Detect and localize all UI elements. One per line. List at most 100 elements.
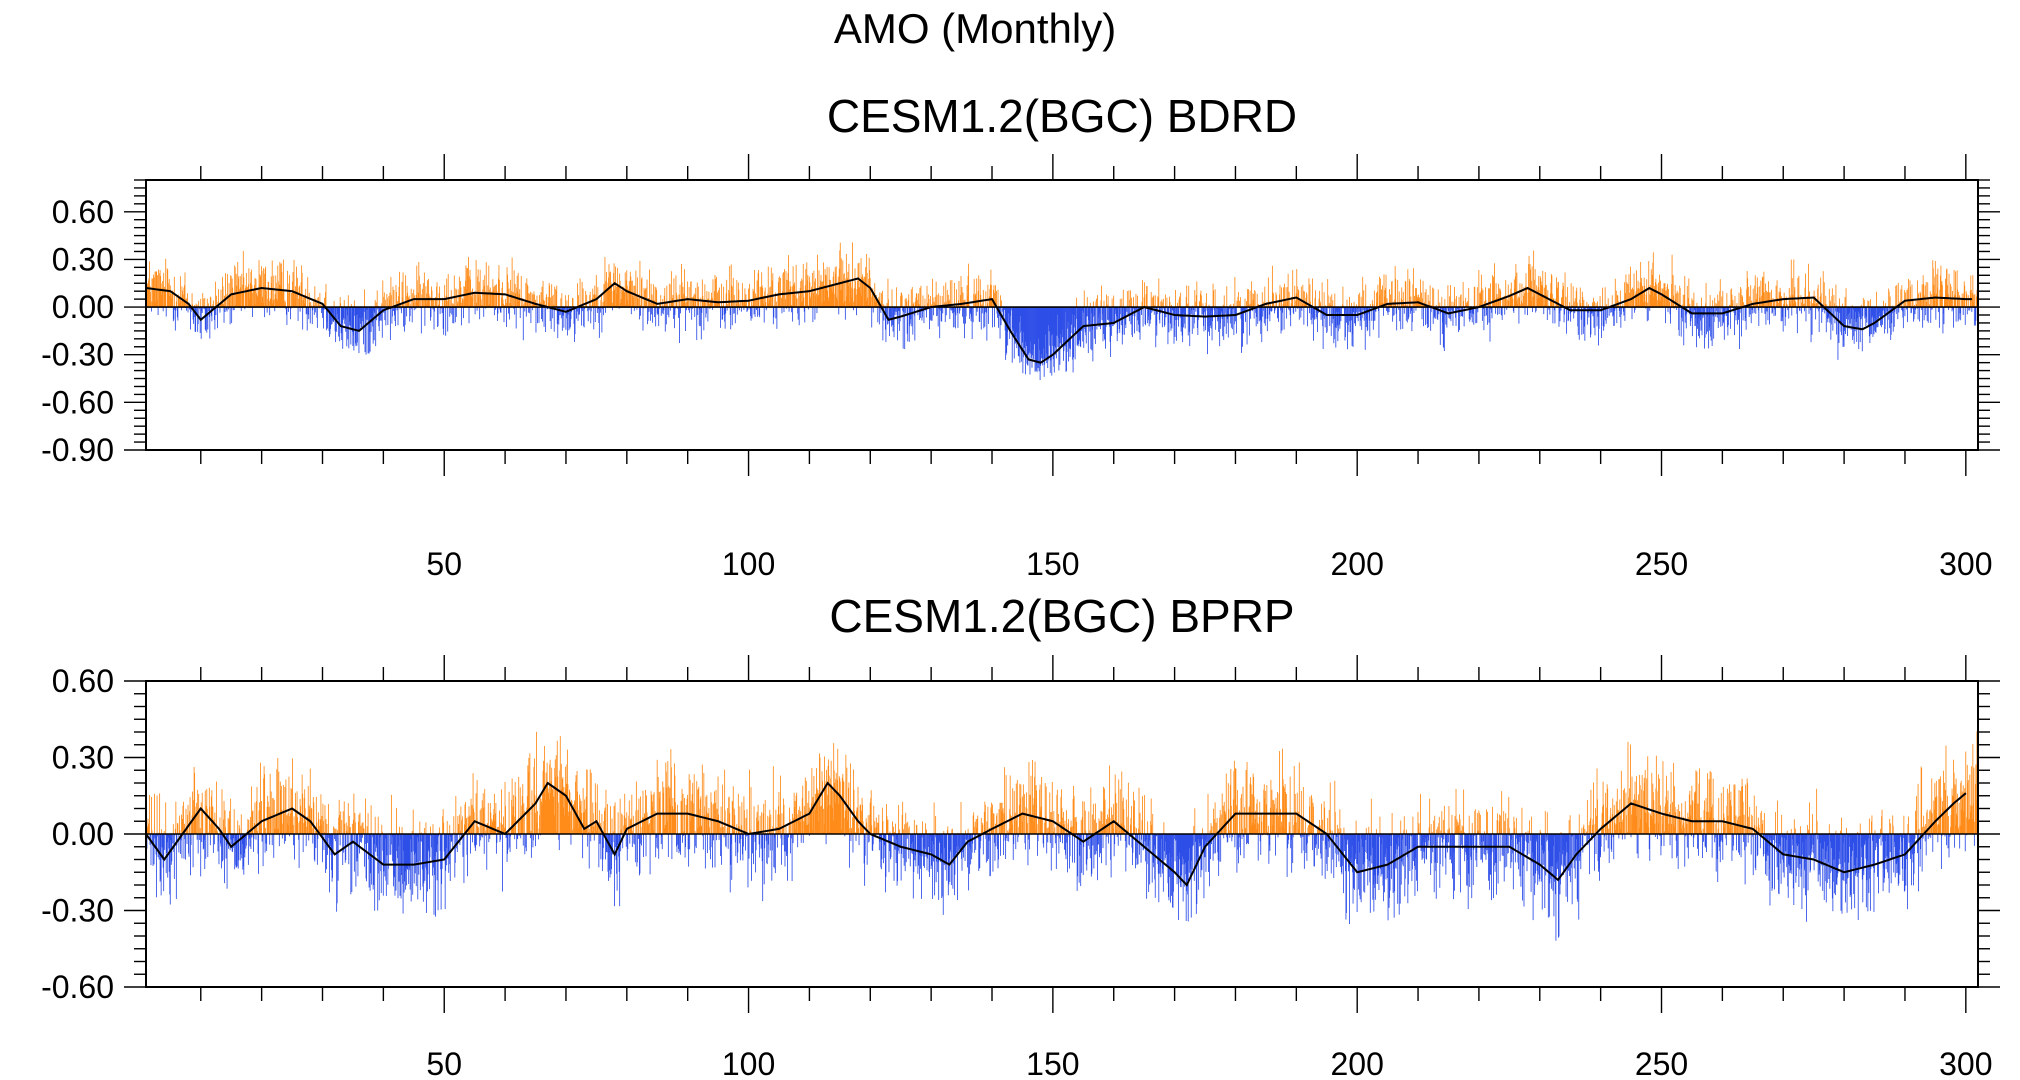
negative-bar	[721, 307, 723, 320]
negative-bar	[699, 307, 701, 310]
negative-bar	[757, 307, 759, 317]
negative-bar	[385, 307, 387, 326]
positive-bar	[613, 805, 615, 834]
negative-bar	[1832, 307, 1834, 331]
negative-bar	[1445, 307, 1447, 325]
positive-bar	[989, 284, 991, 308]
positive-bar	[1954, 296, 1956, 308]
negative-bar	[1278, 307, 1279, 322]
negative-bar	[528, 307, 530, 314]
negative-bar	[1720, 307, 1722, 327]
negative-bar	[1434, 307, 1436, 317]
negative-bar	[1878, 307, 1879, 319]
positive-bar	[635, 270, 637, 308]
positive-bar	[1770, 299, 1772, 308]
positive-bar	[754, 270, 755, 308]
negative-bar	[337, 307, 339, 320]
positive-bar	[1924, 295, 1926, 308]
negative-bar	[1212, 307, 1213, 322]
positive-bar	[396, 291, 397, 308]
negative-bar	[204, 307, 206, 330]
negative-bar	[1895, 307, 1897, 314]
positive-bar	[239, 292, 241, 308]
negative-bar	[721, 834, 723, 865]
negative-bar	[574, 307, 575, 342]
positive-bar	[861, 276, 863, 308]
positive-bar	[1767, 291, 1768, 308]
negative-bar	[172, 307, 174, 322]
positive-bar	[1000, 295, 1001, 308]
negative-bar	[1025, 307, 1027, 346]
negative-bar	[413, 834, 415, 852]
negative-bar	[269, 834, 271, 845]
negative-bar	[1372, 307, 1374, 330]
negative-bar	[766, 834, 768, 865]
positive-bar	[1867, 300, 1869, 308]
negative-bar	[387, 307, 389, 325]
positive-bar	[285, 831, 287, 834]
positive-bar	[627, 289, 629, 308]
negative-bar	[742, 834, 744, 861]
negative-bar	[1163, 307, 1165, 310]
positive-bar	[1213, 290, 1215, 308]
negative-bar	[803, 307, 805, 312]
positive-bar	[476, 780, 478, 834]
positive-bar	[825, 275, 827, 308]
negative-bar	[409, 307, 411, 322]
positive-bar	[699, 809, 701, 834]
negative-bar	[706, 834, 708, 854]
negative-bar	[962, 307, 963, 317]
positive-bar	[1454, 298, 1456, 308]
negative-bar	[326, 307, 327, 331]
positive-bar	[259, 274, 261, 308]
negative-bar	[422, 834, 424, 887]
positive-bar	[353, 300, 355, 308]
negative-bar	[376, 834, 378, 848]
negative-bar	[1051, 307, 1053, 376]
positive-bar	[169, 296, 171, 308]
positive-bar	[206, 808, 208, 834]
positive-bar	[1306, 294, 1308, 308]
positive-bar	[619, 273, 621, 308]
negative-bar	[1368, 307, 1370, 321]
negative-bar	[332, 307, 333, 314]
positive-bar	[1851, 305, 1853, 308]
positive-bar	[1907, 288, 1909, 308]
negative-bar	[747, 307, 749, 310]
positive-bar	[1681, 304, 1683, 308]
negative-bar	[206, 307, 208, 333]
negative-bar	[1707, 307, 1709, 332]
negative-bar	[1426, 307, 1428, 324]
positive-bar	[967, 276, 969, 308]
positive-bar	[672, 815, 674, 834]
negative-bar	[1830, 307, 1832, 340]
negative-bar	[1451, 307, 1452, 311]
negative-bar	[293, 834, 294, 846]
y-tick-label: 0.00	[52, 289, 114, 325]
positive-bar	[414, 301, 416, 308]
positive-bar	[696, 282, 698, 308]
positive-bar	[910, 289, 912, 308]
negative-bar	[231, 834, 233, 852]
negative-bar	[1513, 307, 1515, 313]
negative-bar	[1486, 307, 1487, 316]
negative-bar	[1468, 307, 1470, 320]
positive-bar	[770, 267, 772, 308]
positive-bar	[585, 290, 587, 308]
negative-bar	[397, 307, 399, 326]
negative-bar	[235, 834, 237, 868]
positive-bar	[1256, 293, 1258, 308]
positive-bar	[1226, 286, 1228, 308]
positive-bar	[1719, 279, 1721, 308]
negative-bar	[937, 307, 939, 327]
negative-bar	[1072, 307, 1074, 373]
positive-bar	[253, 289, 254, 308]
positive-bar	[399, 271, 400, 308]
positive-bar	[839, 250, 841, 308]
positive-bar	[1435, 304, 1437, 308]
negative-bar	[1329, 307, 1331, 327]
negative-bar	[408, 834, 410, 884]
negative-bar	[1074, 307, 1076, 316]
negative-bar	[608, 834, 609, 881]
positive-bar	[900, 296, 902, 308]
